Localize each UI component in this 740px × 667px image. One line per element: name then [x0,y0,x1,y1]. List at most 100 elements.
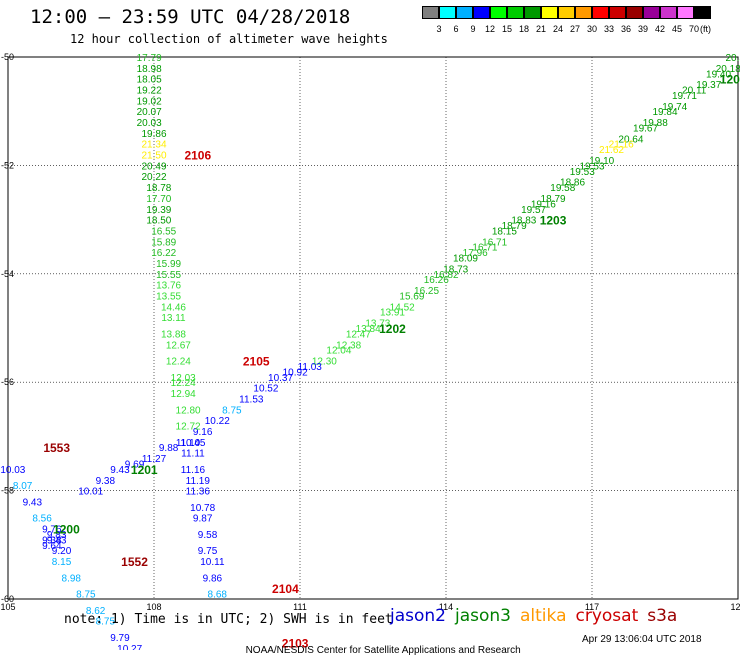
wave-height-label: 9.38 [42,535,62,546]
wave-height-label: 18.98 [137,64,162,75]
wave-height-label: 18.73 [443,264,468,275]
wave-height-label: 12.04 [326,346,351,357]
wave-height-label: 19.57 [521,205,546,216]
scale-tick-label: 9 [470,24,476,34]
scale-swatch [643,6,660,19]
wave-height-label: 18.09 [453,254,478,265]
wave-height-label: 18.50 [146,216,171,227]
wave-height-label: 19.88 [643,118,668,129]
satellite-legend: jason2 jason3 altika cryosat s3a [390,606,686,626]
wave-height-label: 15.89 [151,237,176,248]
wave-height-label: 13.55 [156,291,181,302]
wave-height-label: 15.99 [156,259,181,270]
wave-height-label: 11.53 [239,394,264,405]
wave-height-label: 18.83 [511,216,536,227]
wave-height-label: 10.22 [205,416,230,427]
pass-time-label: 1203 [540,214,567,228]
x-tick-label: 111 [293,602,307,612]
wave-height-label: 11.10 [176,438,201,449]
wave-height-label: 16.55 [151,226,176,237]
scale-tick-label: 27 [569,24,580,34]
scale-swatch [490,6,507,19]
wave-height-label: 8.68 [208,590,228,601]
wave-height-label: 19.22 [137,86,162,97]
wave-height-label: 19.84 [652,107,677,118]
y-tick-label: -56 [1,377,14,387]
scale-swatch [456,6,473,19]
wave-height-label: 12.80 [176,405,201,416]
wave-height-label: 12.72 [176,422,201,433]
scale-tick-label: 42 [654,24,665,34]
y-tick-label: -58 [1,486,14,496]
pass-time-label: 2104 [272,582,299,596]
wave-height-label: 16.82 [433,270,458,281]
y-tick-label: -50 [1,52,14,62]
pass-time-label: 1200 [53,523,80,537]
y-tick-label: -60 [1,594,14,604]
wave-height-label: 9.69 [125,460,145,471]
pass-time-label: 1552 [121,555,148,569]
wave-height-label: 17.79 [137,53,162,64]
wave-height-label: 19.53 [570,167,595,178]
wave-height-label: 12.30 [312,357,337,368]
pass-time-label: 1201 [131,463,158,477]
wave-height-label: 19.74 [662,102,687,113]
scale-swatch [558,6,575,19]
wave-height-label: 21.50 [141,151,166,162]
wave-height-label: 9.20 [52,546,72,557]
wave-height-label: 19.53 [579,161,604,172]
wave-height-label: 13.73 [365,319,390,330]
wave-height-label: 16.71 [472,243,497,254]
scale-swatch [609,6,626,19]
x-tick-label: 114 [439,602,453,612]
wave-height-label: 8.75 [96,617,116,628]
pass-time-label: 1202 [379,322,406,336]
scale-tick-label: 15 [501,24,512,34]
scale-tick-label: 12 [484,24,495,34]
wave-height-label: 9.38 [96,476,116,487]
wave-height-label: 20.22 [141,172,166,183]
wave-height-label: 12.24 [166,357,191,368]
wave-height-label: 16.26 [424,275,449,286]
wave-height-label: 9.16 [193,427,213,438]
wave-height-label: 8.62 [86,606,106,617]
wave-height-label: 9.87 [193,514,213,525]
wave-height-label: 13.84 [356,324,381,335]
scale-tick-label: 21 [535,24,546,34]
wave-height-label: 11.03 [298,362,323,373]
wave-height-label: 10.01 [78,487,103,498]
wave-height-label: 13.76 [156,281,181,292]
wave-height-label: 20.57 [725,53,740,64]
wave-height-label: 19.40 [706,69,731,80]
scale-swatch [626,6,643,19]
wave-height-label: 11.16 [181,465,206,476]
wave-height-label: 9.75 [198,546,218,557]
wave-height-label: 12.03 [171,373,196,384]
scale-swatch [439,6,456,19]
wave-height-label: 18.86 [560,178,585,189]
wave-height-label: 15.69 [399,291,424,302]
x-tick-label: 108 [146,602,161,612]
wave-height-label: 10.92 [283,367,308,378]
scale-swatch [575,6,592,19]
wave-height-label: 10.11 [200,557,225,568]
scale-tick-label: 3 [436,24,442,34]
wave-height-label: 10.78 [190,503,215,514]
wave-height-label: 13.91 [380,308,405,319]
wave-height-label: 20.11 [682,86,707,97]
wave-height-label: 18.15 [492,226,517,237]
legend-s3a: s3a [647,606,678,626]
y-tick-label: -54 [1,269,14,279]
scale-swatch [507,6,524,19]
wave-height-label: 14.52 [390,302,415,313]
chart-subtitle: 12 hour collection of altimeter wave hei… [70,32,388,46]
pass-time-label: 1553 [43,441,70,455]
wave-height-label: 20.49 [141,161,166,172]
wave-height-label: 18.78 [146,183,171,194]
y-tick-label: -52 [1,160,14,170]
scale-swatch [592,6,609,19]
wave-height-label: 10.37 [268,373,293,384]
scale-tick-label: 36 [620,24,631,34]
x-tick-label: 117 [585,602,599,612]
wave-height-label: 10.27 [117,644,142,650]
